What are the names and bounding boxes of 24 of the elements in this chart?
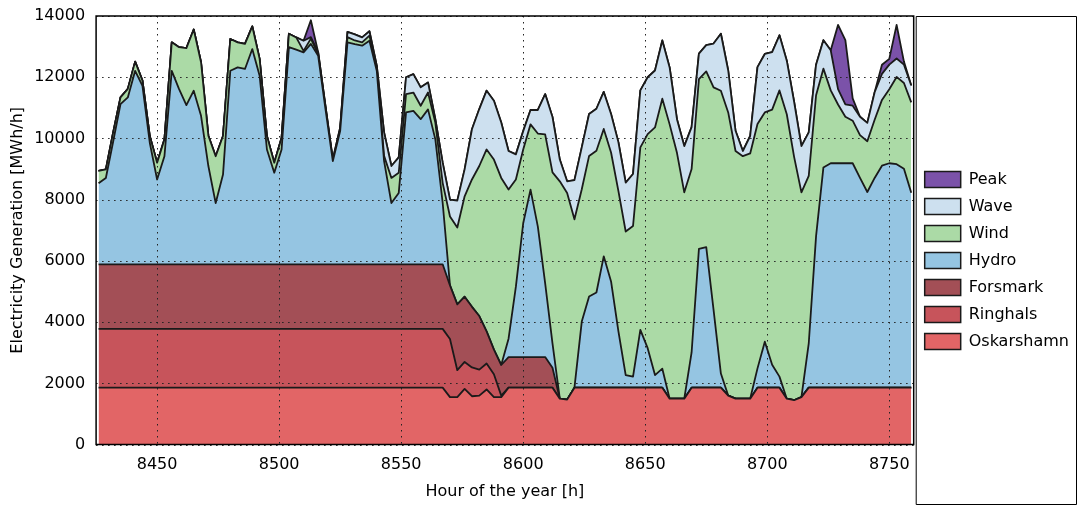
x-tick-label: 8450 (136, 454, 178, 474)
legend-label: Wave (968, 195, 1013, 215)
x-tick-label: 8650 (624, 454, 666, 474)
legend-label: Peak (968, 168, 1008, 188)
x-axis-title: Hour of the year [h] (425, 480, 585, 500)
y-tick-label: 4000 (44, 311, 86, 331)
y-tick-label: 2000 (44, 372, 86, 392)
y-tick-label: 14000 (34, 5, 86, 25)
legend-label: Ringhals (968, 303, 1038, 323)
legend-label: Forsmark (968, 276, 1044, 296)
x-tick-label: 8700 (746, 454, 788, 474)
legend-label: Hydro (968, 249, 1017, 269)
legend-label: Wind (968, 222, 1009, 242)
y-axis-title: Electricity Generation [MWh/h] (6, 106, 26, 354)
y-tick-label: 10000 (34, 127, 86, 147)
x-tick-label: 8500 (258, 454, 300, 474)
legend-label: Oskarshamn (968, 330, 1070, 350)
y-tick-label: 8000 (44, 188, 86, 208)
y-tick-label: 12000 (34, 66, 86, 86)
x-tick-label: 8600 (502, 454, 544, 474)
y-tick-label: 0 (74, 433, 86, 453)
x-tick-label: 8750 (868, 454, 910, 474)
x-tick-label: 8550 (380, 454, 422, 474)
y-tick-label: 6000 (44, 250, 86, 270)
